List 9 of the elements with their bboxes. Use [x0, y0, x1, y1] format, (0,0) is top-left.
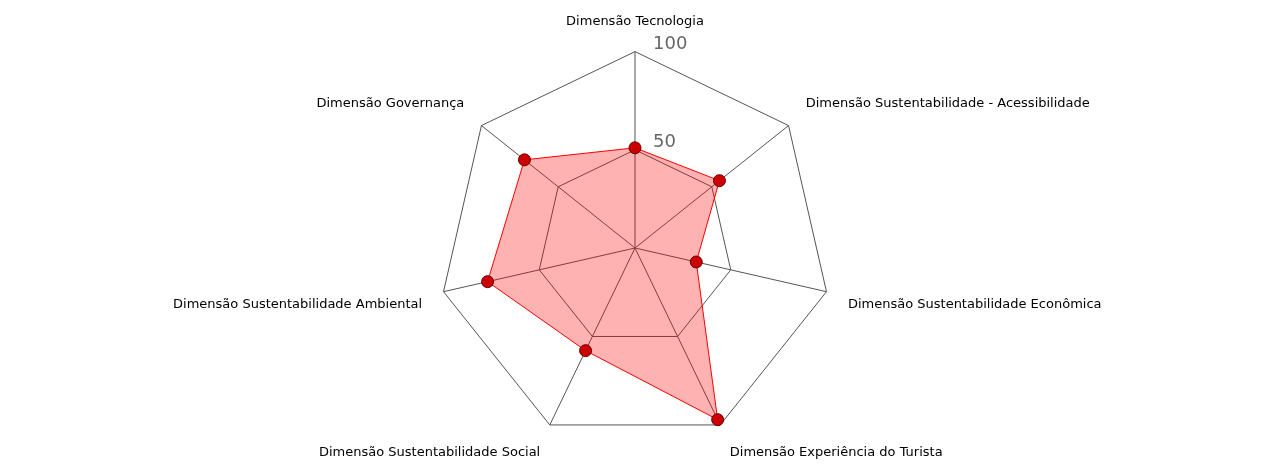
spoke-label: Dimensão Sustentabilidade Econômica [847, 295, 1102, 311]
spoke-label: Dimensão Sustentabilidade - Acessibilidade [805, 95, 1090, 111]
spoke-label: Dimensão Experiência do Turista [729, 443, 943, 459]
spoke-label: Dimensão Sustentabilidade Ambiental [173, 295, 423, 311]
y-tick-label: 50 [653, 130, 676, 152]
spoke-label: Dimensão Tecnologia [566, 13, 704, 29]
spoke-label: Dimensão Sustentabilidade Social [318, 443, 541, 459]
spoke-label: Dimensão Governança [316, 95, 465, 111]
y-tick-label: 100 [653, 32, 688, 54]
